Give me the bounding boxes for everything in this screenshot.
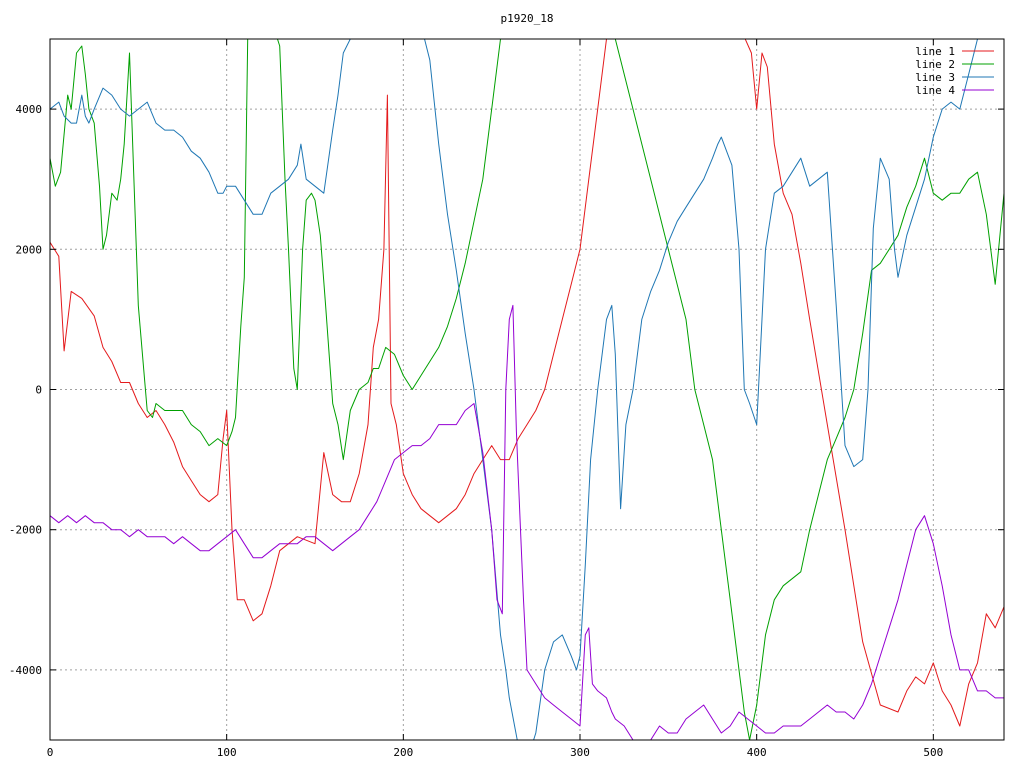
chart-title: p1920_18: [501, 12, 554, 25]
x-tick-label: 300: [570, 746, 590, 759]
series-lines: [50, 39, 1004, 740]
x-tick-label: 400: [747, 746, 767, 759]
legend-label: line 2: [915, 58, 955, 71]
x-tick-label: 0: [47, 746, 54, 759]
series-line-1: [50, 39, 1004, 727]
y-tick-label: -4000: [9, 664, 42, 677]
series-line-3: [50, 39, 979, 740]
legend-label: line 4: [915, 84, 955, 97]
x-tick-label: 100: [217, 746, 237, 759]
legend-label: line 1: [915, 45, 955, 58]
series-line-2: [50, 39, 1004, 740]
x-tick-label: 200: [393, 746, 413, 759]
y-tick-label: 0: [35, 384, 42, 397]
legend-label: line 3: [915, 71, 955, 84]
y-tick-label: 2000: [16, 243, 43, 256]
x-tick-label: 500: [923, 746, 943, 759]
series-line-4: [50, 304, 1004, 740]
y-tick-label: 4000: [16, 103, 43, 116]
y-tick-label: -2000: [9, 524, 42, 537]
axis-ticks: 0 100 200 300 400 500 -4000 -2000 0 2000 4000: [9, 39, 1004, 759]
